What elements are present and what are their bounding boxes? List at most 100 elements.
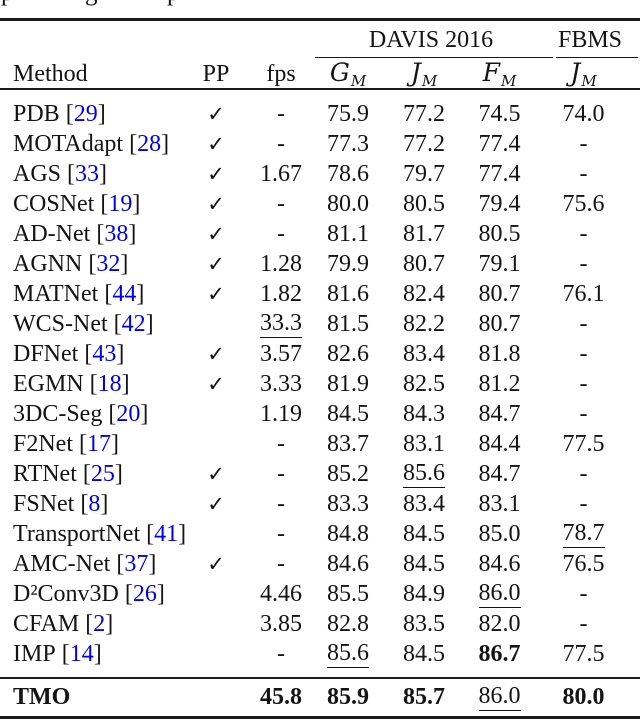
metric-letter: J [410,58,421,87]
citation-link[interactable]: 14 [69,640,94,667]
method-citation: [25] [83,461,123,487]
metric-value: 83.3 [327,490,369,517]
citation-link[interactable]: 18 [97,370,122,397]
cite-close-bracket: ] [161,130,170,157]
metric-value: 80.7 [478,280,521,307]
cell-fbms: - [537,581,630,608]
metric-value: 83.7 [327,430,369,457]
cell-method: EGMN [18] [0,371,180,398]
cell-fbms: - [537,461,630,488]
cell-f: 81.2 [462,371,537,398]
metric-value: 81.6 [327,280,369,307]
cell-f: 86.0 [462,580,537,609]
cell-f: 80.7 [462,281,537,308]
metric-value: 82.0 [478,610,521,637]
cell-f: 85.0 [462,521,537,548]
metric-value: 84.6 [327,550,369,577]
cell-fps: - [252,491,310,518]
metric-value: - [579,220,588,247]
cell-g: 78.6 [310,161,386,188]
citation-link[interactable]: 20 [116,400,141,427]
cell-fps: - [252,551,310,578]
metric-value: 81.8 [478,340,521,367]
citation-link[interactable]: 29 [73,100,98,127]
cell-fps: - [252,191,310,218]
cell-j: 85.6 [386,460,462,489]
cell-fbms: - [537,341,630,368]
cite-close-bracket: ] [136,280,145,307]
cite-open-bracket: [ [100,190,109,217]
cell-g: 81.9 [310,371,386,398]
citation-link[interactable]: 26 [132,580,157,607]
cell-fbms: - [537,221,630,248]
method-citation: [44] [104,281,144,307]
cell-fps: 3.85 [252,611,310,638]
metric-value: 74.0 [562,100,605,127]
cell-g: 82.6 [310,341,386,368]
cell-g: 85.2 [310,461,386,488]
cell-fbms: - [537,311,630,338]
citation-link[interactable]: 41 [154,520,179,547]
cell-pp: ✓ [180,191,252,218]
citation-link[interactable]: 17 [87,430,111,457]
cite-open-bracket: [ [80,490,89,517]
cell-pp: ✓ [180,341,252,368]
citation-link[interactable]: 37 [124,550,149,577]
caption-fragment: p [167,0,180,7]
cell-fps: - [252,641,310,668]
checkmark-icon: ✓ [207,491,225,516]
citation-link[interactable]: 44 [112,280,137,307]
metric-value: - [579,580,588,607]
citation-link[interactable]: 2 [93,610,106,637]
metric-value: 84.6 [478,550,521,577]
metric-value: 1.19 [260,400,302,427]
cell-f: 86.7 [462,641,537,668]
cell-g: 85.5 [310,581,386,608]
table-row: AGNN [32] ✓ 1.28 79.9 80.7 79.1 - [0,249,630,279]
method-citation: [37] [116,551,156,577]
cite-open-bracket: [ [82,460,91,487]
column-header-davis-f-measure: FM [462,58,537,90]
citation-link[interactable]: 28 [137,130,162,157]
checkmark-icon: ✓ [207,161,225,186]
method-name: WCS-Net [13,310,108,337]
metric-value: 84.3 [403,400,445,427]
citation-link[interactable]: 19 [108,190,133,217]
citation-link[interactable]: 43 [92,340,117,367]
metric-value: 1.82 [260,280,302,307]
metric-value: 79.7 [403,160,445,187]
cell-fbms: 77.5 [537,431,630,458]
cell-method: D²Conv3D [26] [0,581,180,608]
cell-fps: - [252,461,310,488]
cite-open-bracket: [ [89,370,98,397]
metric-value: 83.4 [403,490,445,517]
method-citation: [18] [90,371,130,397]
citation-link[interactable]: 25 [90,460,115,487]
cell-g: 79.9 [310,251,386,278]
table-rule-below-header [0,88,640,91]
method-citation: [28] [129,131,169,157]
citation-link[interactable]: 33 [75,160,100,187]
metric-value: 80.7 [478,310,521,337]
table-row: FSNet [8] ✓ - 83.3 83.4 83.1 - [0,489,630,519]
citation-link[interactable]: 38 [104,220,129,247]
method-citation: [32] [88,251,128,277]
cite-close-bracket: ] [99,160,108,187]
method-citation: [42] [114,311,154,337]
cell-method: TransportNet [41] [0,520,186,548]
metric-value: - [579,460,588,487]
citation-link[interactable]: 32 [96,250,121,277]
checkmark-icon: ✓ [207,341,225,366]
metric-value: 82.6 [327,340,369,367]
metric-value: - [579,490,588,517]
metric-value: - [277,640,285,667]
cell-fps: - [252,131,310,158]
method-citation: [14] [62,641,102,667]
citation-link[interactable]: 8 [88,490,101,517]
metric-value: 3.33 [260,370,302,397]
table-row: TransportNet [41] - 84.8 84.5 85.0 78.7 [0,519,630,549]
citation-link[interactable]: 42 [121,310,146,337]
metric-value: 77.5 [562,430,605,457]
cell-fbms: - [537,491,630,518]
